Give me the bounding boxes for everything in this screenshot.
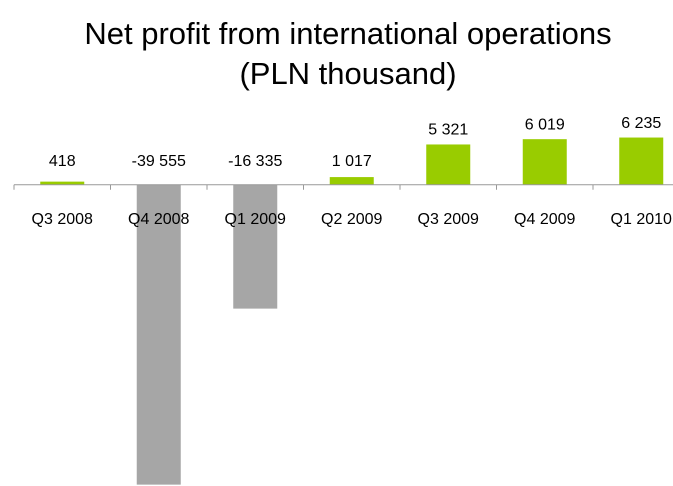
bar — [329, 177, 374, 185]
value-label: -39 555 — [132, 153, 186, 170]
x-tick-label: Q3 2009 — [418, 211, 479, 228]
value-label: -16 335 — [228, 153, 282, 170]
bar — [426, 144, 471, 185]
value-label: 418 — [49, 153, 76, 170]
bar — [40, 181, 85, 185]
x-tick-label: Q1 2010 — [611, 211, 672, 228]
x-tick-label: Q3 2008 — [32, 211, 93, 228]
value-label: 5 321 — [428, 122, 468, 139]
x-tick-label: Q2 2009 — [321, 211, 382, 228]
bar — [522, 139, 567, 185]
x-tick-label: Q4 2008 — [128, 211, 189, 228]
value-label: 6 235 — [621, 115, 661, 132]
chart-title: Net profit from international operations… — [84, 16, 612, 91]
bar — [619, 137, 664, 185]
x-tick-label: Q4 2009 — [514, 211, 575, 228]
value-label: 6 019 — [525, 116, 565, 133]
bar — [233, 184, 278, 309]
value-label: 1 017 — [332, 153, 372, 170]
bar — [136, 184, 181, 485]
x-tick-label: Q1 2009 — [225, 211, 286, 228]
